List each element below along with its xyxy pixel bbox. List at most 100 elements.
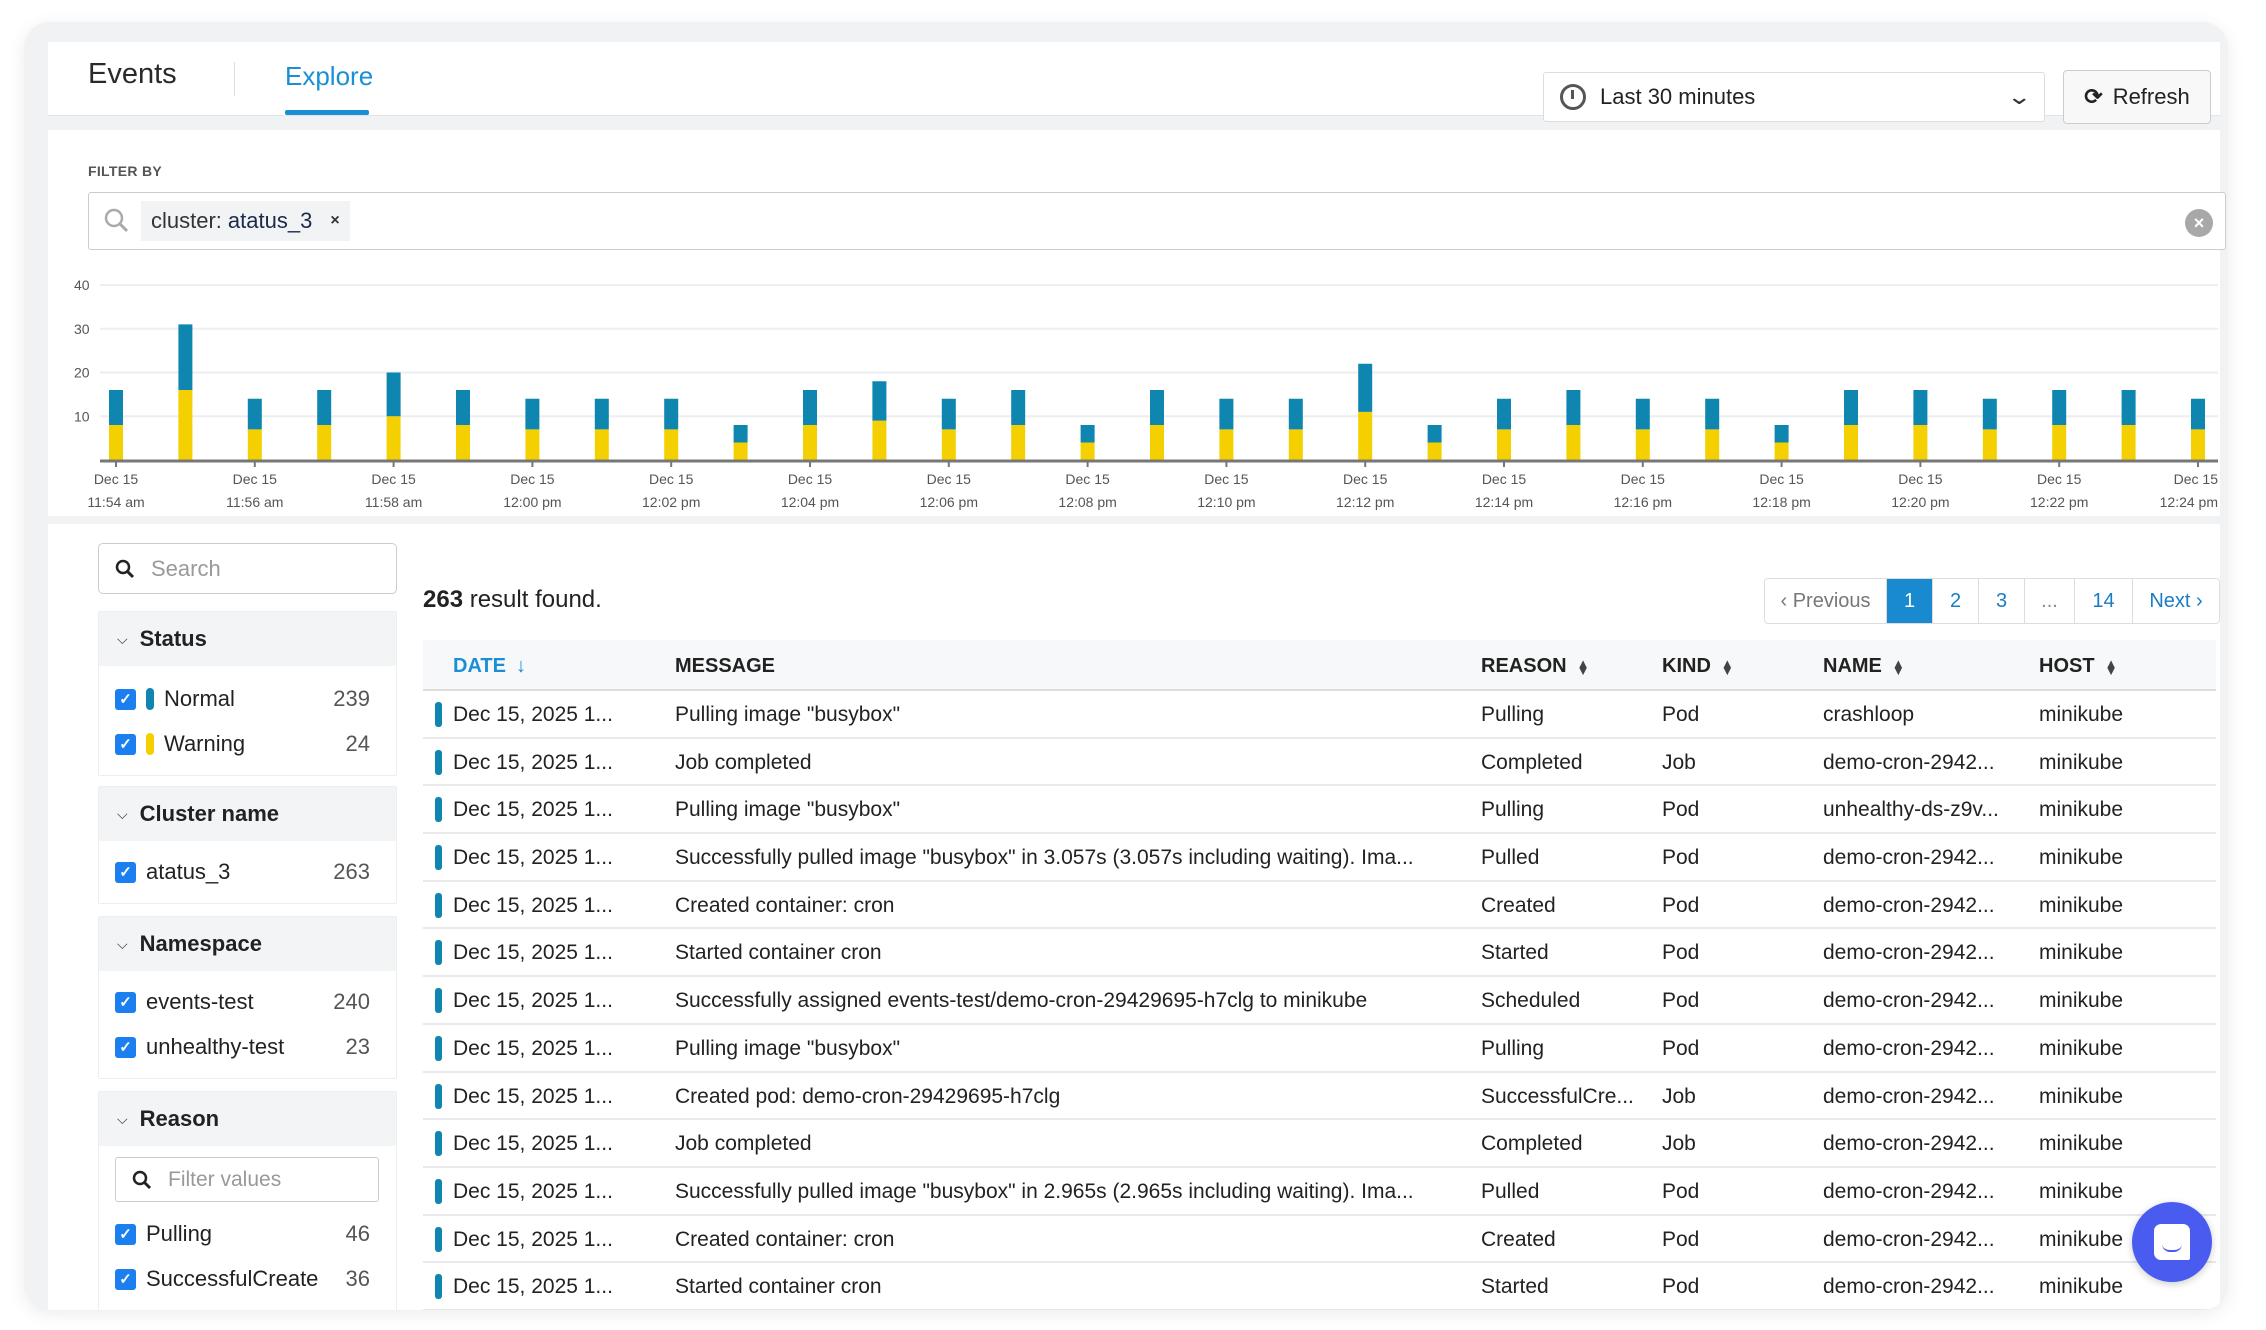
bar-segment-yellow bbox=[872, 420, 887, 460]
status-indicator bbox=[435, 702, 442, 727]
cell-name: demo-cron-2942... bbox=[1823, 941, 1995, 965]
bar-segment-blue bbox=[594, 398, 609, 430]
checkbox[interactable]: ✓ bbox=[115, 991, 136, 1013]
page-3-button[interactable]: 3 bbox=[1979, 579, 2025, 623]
page-14-button[interactable]: 14 bbox=[2075, 579, 2133, 623]
column-date[interactable]: DATE ↓ bbox=[453, 655, 526, 678]
chevron-down-icon: ⌵ bbox=[117, 1110, 128, 1127]
bar-segment-blue bbox=[178, 324, 193, 390]
cell-kind: Pod bbox=[1662, 1275, 1700, 1299]
x-tick-date: Dec 15 bbox=[1343, 471, 1388, 487]
cell-kind: Pod bbox=[1662, 941, 1700, 965]
tab-explore[interactable]: Explore bbox=[285, 61, 374, 91]
table-row[interactable]: Dec 15, 2025 1... Job completed Completed J… bbox=[423, 1120, 2216, 1168]
cell-message: Successfully assigned events-test/demo-c… bbox=[675, 989, 1368, 1013]
column-host[interactable]: HOST ▲ ▼ bbox=[2039, 655, 2117, 678]
table-row[interactable]: Dec 15, 2025 1... Pulling image "busybox"… bbox=[423, 786, 2216, 835]
clear-filter-icon[interactable]: × bbox=[2185, 209, 2213, 237]
checkbox[interactable]: ✓ bbox=[115, 861, 136, 883]
facet-item-unhealthy-test[interactable]: ✓ unhealthy-test 23 bbox=[115, 1032, 370, 1062]
page-2-button[interactable]: 2 bbox=[1933, 579, 1979, 623]
bar-segment-yellow bbox=[1635, 429, 1650, 460]
cell-reason: Completed bbox=[1481, 1132, 1583, 1156]
x-tick-date: Dec 15 bbox=[1621, 471, 1666, 487]
cell-date: Dec 15, 2025 1... bbox=[453, 1132, 613, 1156]
cell-host: minikube bbox=[2039, 846, 2124, 870]
facet-count: 239 bbox=[333, 686, 370, 711]
facet-item-pulling[interactable]: ✓ Pulling 46 bbox=[115, 1219, 370, 1249]
column-reason[interactable]: REASON ▲ ▼ bbox=[1481, 655, 1589, 678]
cell-kind: Pod bbox=[1662, 989, 1700, 1013]
checkbox[interactable]: ✓ bbox=[115, 1268, 136, 1290]
facet-header[interactable]: ⌵ Reason bbox=[99, 1092, 396, 1146]
table-row[interactable]: Dec 15, 2025 1... Successfully pulled ima… bbox=[423, 834, 2216, 882]
facet-search-input[interactable]: Search bbox=[98, 543, 397, 594]
facet-header[interactable]: ⌵ Cluster name bbox=[99, 787, 396, 841]
checkbox[interactable]: ✓ bbox=[115, 1223, 136, 1245]
cell-host: minikube bbox=[2039, 1036, 2124, 1060]
page-1-button[interactable]: 1 bbox=[1887, 579, 1933, 623]
table-row[interactable]: Dec 15, 2025 1... Pulling image "busybox"… bbox=[423, 691, 2216, 739]
facet-item-warning[interactable]: ✓ Warning 24 bbox=[115, 729, 370, 759]
cell-host: minikube bbox=[2039, 1084, 2124, 1108]
facet-item-normal[interactable]: ✓ Normal 239 bbox=[115, 684, 370, 714]
facet-label: events-test bbox=[146, 989, 254, 1014]
facet-count: 46 bbox=[345, 1221, 370, 1246]
facet-header[interactable]: ⌵ Status bbox=[99, 612, 396, 666]
checkbox[interactable]: ✓ bbox=[115, 688, 136, 710]
table-row[interactable]: Dec 15, 2025 1... Created container: cron… bbox=[423, 1216, 2216, 1264]
sort-icon: ▲ ▼ bbox=[1720, 655, 1734, 678]
results-area: Search ⌵ Status ✓ Normal 239 ✓ Warning 24 ⌵ Cl… bbox=[48, 524, 2220, 1310]
x-tick-date: Dec 15 bbox=[927, 471, 972, 487]
bar-segment-yellow bbox=[525, 429, 540, 460]
status-color-pill bbox=[146, 688, 154, 710]
bar-segment-yellow bbox=[2121, 425, 2136, 460]
bar-segment-blue bbox=[1497, 398, 1511, 430]
filter-chip[interactable]: cluster: atatus_3 × bbox=[141, 201, 350, 241]
cell-message: Pulling image "busybox" bbox=[675, 798, 901, 822]
x-tick-time: 12:16 pm bbox=[1614, 494, 1672, 510]
facet-item-atatus-3[interactable]: ✓ atatus_3 263 bbox=[115, 857, 370, 887]
table-row[interactable]: Dec 15, 2025 1... Started container cron S… bbox=[423, 1263, 2216, 1310]
x-tick-date: Dec 15 bbox=[788, 471, 833, 487]
column-name[interactable]: NAME ▲ ▼ bbox=[1823, 655, 1905, 678]
table-row[interactable]: Dec 15, 2025 1... Created pod: demo-cron-… bbox=[423, 1073, 2216, 1121]
chip-remove-icon[interactable]: × bbox=[330, 212, 340, 229]
facet-item-successfulcreate[interactable]: ✓ SuccessfulCreate 36 bbox=[115, 1264, 370, 1294]
status-color-pill bbox=[146, 733, 154, 755]
table-row[interactable]: Dec 15, 2025 1... Successfully pulled ima… bbox=[423, 1168, 2216, 1216]
facet-item-events-test[interactable]: ✓ events-test 240 bbox=[115, 987, 370, 1017]
cell-kind: Pod bbox=[1662, 1179, 1700, 1203]
refresh-button[interactable]: ⟳ Refresh bbox=[2063, 70, 2211, 124]
bar-segment-yellow bbox=[1288, 429, 1303, 460]
checkbox[interactable]: ✓ bbox=[115, 733, 136, 755]
facet-status: ⌵ Status ✓ Normal 239 ✓ Warning 24 bbox=[98, 611, 397, 776]
column-kind[interactable]: KIND ▲ ▼ bbox=[1662, 655, 1734, 678]
table-row[interactable]: Dec 15, 2025 1... Job completed Completed J… bbox=[423, 739, 2216, 787]
clock-icon bbox=[1560, 84, 1586, 110]
time-range-select[interactable]: Last 30 minutes ⌄ bbox=[1543, 72, 2045, 122]
bar-segment-blue bbox=[1913, 390, 1928, 425]
chat-launcher-button[interactable] bbox=[2132, 1202, 2212, 1282]
facet-header[interactable]: ⌵ Namespace bbox=[99, 917, 396, 971]
table-row[interactable]: Dec 15, 2025 1... Started container cron S… bbox=[423, 929, 2216, 978]
checkbox[interactable]: ✓ bbox=[115, 1036, 136, 1058]
next-page-button[interactable]: Next › bbox=[2133, 579, 2219, 623]
previous-page-button[interactable]: ‹ Previous bbox=[1765, 579, 1887, 623]
bar-segment-blue bbox=[2121, 390, 2136, 425]
column-label: MESSAGE bbox=[675, 655, 776, 677]
reason-filter-input[interactable]: Filter values bbox=[115, 1157, 379, 1202]
table-row[interactable]: Dec 15, 2025 1... Pulling image "busybox"… bbox=[423, 1025, 2216, 1073]
cell-host: minikube bbox=[2039, 941, 2124, 965]
table-row[interactable]: Dec 15, 2025 1... Successfully assigned e… bbox=[423, 977, 2216, 1025]
x-tick-time: 12:20 pm bbox=[1891, 494, 1949, 510]
table-row[interactable]: Dec 15, 2025 1... Created container: cron… bbox=[423, 882, 2216, 930]
facet-label: Pulling bbox=[146, 1221, 213, 1246]
filter-input[interactable]: cluster: atatus_3 × × bbox=[88, 192, 2226, 250]
active-tab-indicator bbox=[285, 110, 369, 115]
bar-segment-yellow bbox=[1982, 429, 1997, 460]
cell-host: minikube bbox=[2039, 798, 2124, 822]
search-icon bbox=[132, 1170, 152, 1189]
x-tick-time: 11:58 am bbox=[365, 494, 422, 510]
search-icon bbox=[115, 559, 135, 578]
